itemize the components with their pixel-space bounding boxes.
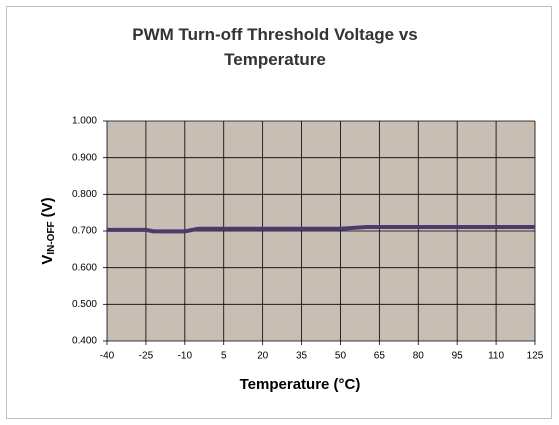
data-line: [107, 224, 535, 234]
x-tick-label: 125: [527, 351, 544, 362]
x-tick-label: 50: [335, 351, 347, 362]
y-tick-label: 0.900: [72, 152, 97, 163]
x-axis-label: Temperature (°C): [240, 376, 361, 393]
x-tick-label: 110: [488, 351, 504, 362]
x-tick-label: 65: [374, 351, 386, 362]
x-tick-label: -25: [139, 351, 154, 362]
y-tick-label: 0.700: [72, 226, 97, 237]
chart-title: PWM Turn-off Threshold Voltage vs Temper…: [132, 25, 418, 69]
y-tick-label: 0.800: [72, 189, 97, 200]
y-tick-label: 0.600: [72, 262, 97, 273]
x-tick-label: 20: [257, 351, 269, 362]
y-tick-label: 0.500: [72, 299, 97, 310]
y-tick-label: 1.000: [72, 116, 97, 127]
x-tick-label: 95: [452, 351, 464, 362]
x-tick-label: 35: [296, 351, 308, 362]
y-axis-label: VIN-OFF (V): [39, 197, 57, 264]
y-label-main: V: [39, 255, 56, 265]
y-tick-label: 0.400: [72, 336, 97, 347]
x-tick-label: 80: [413, 351, 425, 362]
x-tick-label: -10: [178, 351, 193, 362]
y-label-sub: IN-OFF: [46, 221, 57, 254]
y-label-unit: (V): [39, 197, 56, 217]
x-tick-label: 5: [221, 351, 227, 362]
x-tick-label: -40: [100, 351, 115, 362]
y-axis-label-text: VIN-OFF (V): [39, 197, 57, 264]
